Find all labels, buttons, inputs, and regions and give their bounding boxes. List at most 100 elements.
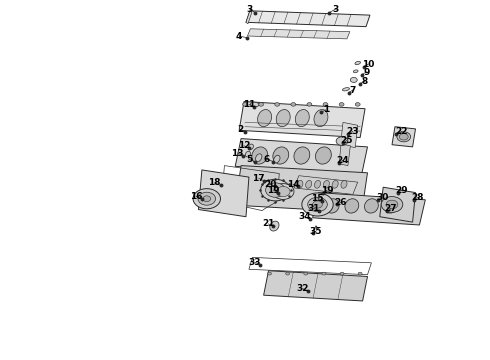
Polygon shape [247, 29, 350, 39]
Text: 18: 18 [208, 179, 221, 188]
Ellipse shape [315, 180, 320, 188]
Ellipse shape [316, 147, 331, 164]
Text: 3: 3 [333, 5, 339, 14]
Ellipse shape [345, 199, 359, 213]
Polygon shape [198, 170, 249, 217]
Polygon shape [246, 11, 370, 27]
Text: 14: 14 [287, 180, 299, 189]
Ellipse shape [248, 144, 253, 150]
Text: 33: 33 [248, 258, 261, 266]
Text: 23: 23 [346, 127, 359, 136]
Circle shape [313, 201, 322, 208]
Ellipse shape [276, 109, 290, 127]
Circle shape [381, 197, 403, 212]
Ellipse shape [245, 151, 250, 157]
Circle shape [308, 197, 327, 212]
Polygon shape [341, 122, 358, 148]
Ellipse shape [306, 180, 312, 188]
Ellipse shape [341, 180, 347, 188]
Text: 19: 19 [321, 186, 334, 195]
Text: 21: 21 [262, 220, 275, 229]
Text: 6: 6 [264, 155, 270, 163]
Polygon shape [380, 187, 416, 222]
Polygon shape [339, 144, 350, 166]
Ellipse shape [294, 147, 310, 164]
Polygon shape [235, 166, 368, 212]
Polygon shape [294, 176, 358, 194]
Text: 30: 30 [376, 193, 389, 202]
Polygon shape [392, 127, 416, 147]
Circle shape [291, 103, 296, 106]
Circle shape [358, 272, 362, 275]
Text: 12: 12 [238, 141, 250, 150]
Text: 28: 28 [411, 193, 424, 202]
Polygon shape [313, 193, 425, 225]
Text: 22: 22 [395, 127, 408, 136]
Polygon shape [239, 102, 365, 138]
Ellipse shape [384, 199, 398, 213]
Ellipse shape [250, 102, 259, 107]
Ellipse shape [365, 199, 378, 213]
Text: 17: 17 [252, 174, 265, 183]
Text: 4: 4 [236, 32, 243, 41]
Text: 26: 26 [334, 198, 347, 207]
Text: 32: 32 [296, 284, 309, 293]
Circle shape [304, 272, 308, 275]
Circle shape [275, 103, 280, 106]
Circle shape [355, 103, 360, 106]
Circle shape [322, 272, 326, 275]
Ellipse shape [270, 221, 279, 231]
Ellipse shape [323, 180, 329, 188]
Ellipse shape [355, 61, 361, 65]
Text: 1: 1 [323, 105, 329, 114]
Text: 24: 24 [337, 156, 349, 165]
Ellipse shape [256, 154, 262, 162]
Text: 13: 13 [231, 149, 244, 158]
Text: 19: 19 [267, 186, 280, 195]
Circle shape [261, 179, 290, 201]
Ellipse shape [252, 147, 268, 164]
Circle shape [307, 103, 312, 106]
Text: 16: 16 [190, 192, 202, 201]
Circle shape [302, 193, 333, 216]
Text: 11: 11 [243, 100, 255, 109]
Ellipse shape [353, 70, 358, 73]
Circle shape [340, 272, 344, 275]
Circle shape [198, 192, 216, 205]
Text: 27: 27 [385, 204, 397, 213]
Circle shape [243, 103, 247, 106]
Circle shape [259, 103, 264, 106]
Text: 25: 25 [341, 136, 353, 145]
Ellipse shape [258, 109, 271, 127]
Text: 31: 31 [307, 204, 320, 212]
Ellipse shape [332, 180, 338, 188]
Ellipse shape [399, 134, 408, 140]
Circle shape [350, 77, 357, 82]
Ellipse shape [325, 199, 339, 213]
Text: 9: 9 [363, 68, 370, 77]
Circle shape [193, 189, 220, 209]
Circle shape [266, 183, 285, 197]
Polygon shape [246, 11, 252, 24]
Ellipse shape [274, 155, 280, 163]
Text: 34: 34 [298, 212, 311, 221]
Circle shape [339, 103, 344, 106]
Circle shape [272, 184, 294, 199]
Text: 2: 2 [237, 125, 243, 134]
Polygon shape [235, 139, 368, 175]
Text: 29: 29 [395, 186, 408, 195]
Text: 8: 8 [362, 77, 368, 86]
Text: 10: 10 [362, 60, 375, 69]
Circle shape [276, 186, 290, 197]
Circle shape [286, 272, 290, 275]
Circle shape [386, 200, 398, 209]
Text: 15: 15 [311, 194, 324, 202]
Circle shape [323, 103, 328, 106]
Polygon shape [264, 271, 368, 301]
Text: 35: 35 [310, 227, 322, 236]
Ellipse shape [297, 180, 303, 188]
Circle shape [336, 137, 348, 145]
Text: 3: 3 [247, 5, 253, 14]
Ellipse shape [343, 87, 349, 91]
Circle shape [268, 272, 271, 275]
